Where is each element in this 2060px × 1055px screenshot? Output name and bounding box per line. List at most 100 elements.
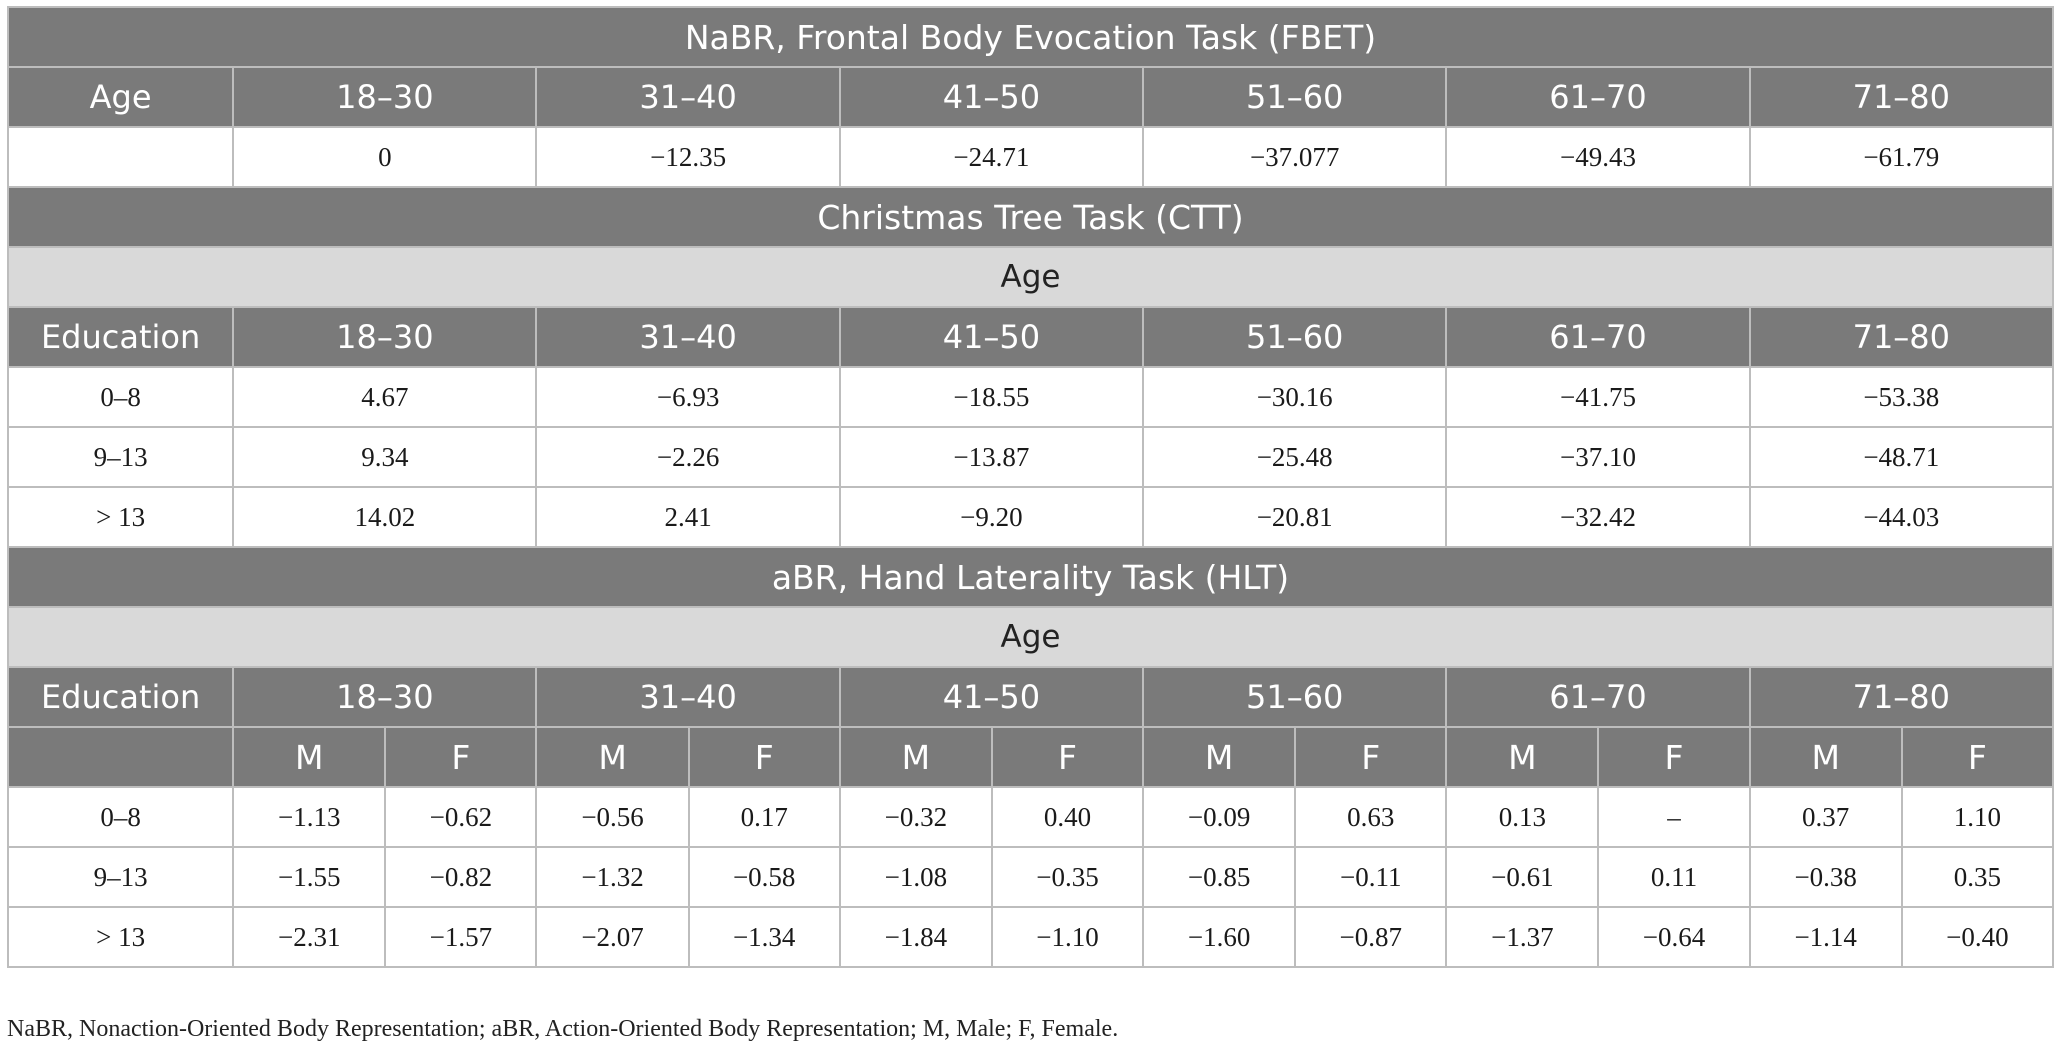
hlt-sex-male: M [232,726,387,788]
hlt-sex-row-label [6,726,235,788]
ctt-value-cell: −48.71 [1748,426,2055,488]
ctt-age-group: 31–40 [535,306,841,368]
hlt-value-cell: −1.14 [1748,906,1903,968]
hlt-age-group: 18–30 [232,666,538,728]
fbet-header-row: Age 18–30 31–40 41–50 51–60 61–70 71–80 [6,66,2055,128]
ctt-value-cell: −53.38 [1748,366,2055,428]
hlt-value-cell: −0.40 [1900,906,2055,968]
ctt-title-row: Christmas Tree Task (CTT) [7,186,2054,248]
hlt-age-group: 31–40 [535,666,841,728]
hlt-value-cell: −0.09 [1142,786,1297,848]
hlt-value-cell: −1.57 [384,906,538,968]
fbet-data-row: 0 −12.35 −24.71 −37.077 −49.43 −61.79 [6,126,2055,188]
hlt-value-cell: 0.35 [1900,846,2055,908]
ctt-value-cell: −20.81 [1142,486,1448,548]
fbet-age-group: 31–40 [535,66,841,128]
ctt-education-cell: > 13 [6,486,235,548]
hlt-sex-female: F [1900,726,2055,788]
ctt-age-group: 41–50 [838,306,1145,368]
fbet-value-cell: −37.077 [1142,126,1448,188]
ctt-age-group: 71–80 [1748,306,2055,368]
ctt-age-band: Age [7,246,2054,308]
hlt-value-cell: 0.11 [1597,846,1751,908]
hlt-value-cell: −2.31 [232,906,387,968]
normative-table: NaBR, Frontal Body Evocation Task (FBET)… [6,6,2055,968]
ctt-data-row: 9–13 9.34 −2.26 −13.87 −25.48 −37.10 −48.71 [6,426,2055,488]
hlt-value-cell: −1.60 [1142,906,1297,968]
ctt-value-cell: −6.93 [535,366,841,428]
hlt-value-cell: 0.40 [990,786,1145,848]
hlt-value-cell: −0.56 [535,786,690,848]
fbet-value-cell: −24.71 [838,126,1145,188]
fbet-age-group: 71–80 [1748,66,2055,128]
fbet-age-group: 51–60 [1142,66,1448,128]
hlt-sex-male: M [1748,726,1903,788]
hlt-value-cell: 0.17 [687,786,841,848]
hlt-age-band-row: Age [7,606,2054,668]
fbet-value-cell: −61.79 [1748,126,2055,188]
ctt-education-cell: 9–13 [6,426,235,488]
ctt-value-cell: −13.87 [838,426,1145,488]
hlt-value-cell: 0.13 [1445,786,1600,848]
fbet-age-group: 61–70 [1445,66,1751,128]
hlt-age-group: 71–80 [1748,666,2055,728]
fbet-age-group: 18–30 [232,66,538,128]
hlt-age-group: 61–70 [1445,666,1751,728]
hlt-value-cell: −0.35 [990,846,1145,908]
fbet-title: NaBR, Frontal Body Evocation Task (FBET) [7,6,2054,68]
hlt-age-group: 41–50 [838,666,1145,728]
fbet-value-cell: −49.43 [1445,126,1751,188]
ctt-value-cell: −32.42 [1445,486,1751,548]
hlt-data-row: > 13 −2.31 −1.57 −2.07 −1.34 −1.84 −1.10 −1.60−… [6,906,2055,968]
table-footnote: NaBR, Nonaction-Oriented Body Representa… [7,1016,1119,1042]
hlt-value-cell: −1.08 [838,846,993,908]
hlt-education-cell: 9–13 [6,846,235,908]
ctt-age-band-row: Age [7,246,2054,308]
fbet-age-label: Age [6,66,235,128]
hlt-sex-female: F [1597,726,1751,788]
hlt-title-row: aBR, Hand Laterality Task (HLT) [7,546,2054,608]
hlt-sex-female: F [384,726,538,788]
hlt-value-cell: −1.37 [1445,906,1600,968]
hlt-sex-female: F [1294,726,1448,788]
hlt-value-cell: −1.84 [838,906,993,968]
hlt-value-cell: −0.32 [838,786,993,848]
hlt-value-cell: −1.34 [687,906,841,968]
hlt-data-row: 0–8 −1.13 −0.62 −0.56 0.17 −0.32 0.40 −0.09 0.63… [6,786,2055,848]
fbet-age-group: 41–50 [838,66,1145,128]
ctt-value-cell: 2.41 [535,486,841,548]
ctt-value-cell: −30.16 [1142,366,1448,428]
fbet-row-label [6,126,235,188]
hlt-value-cell: −1.10 [990,906,1145,968]
hlt-value-cell: 0.37 [1748,786,1903,848]
hlt-value-cell: −0.58 [687,846,841,908]
ctt-value-cell: −18.55 [838,366,1145,428]
hlt-age-band: Age [7,606,2054,668]
hlt-education-label: Education [6,666,235,728]
hlt-data-row: 9–13 −1.55 −0.82 −1.32 −0.58 −1.08 −0.35 −0.85−… [6,846,2055,908]
hlt-header-row: Education 18–30 31–40 41–50 51–60 61–70 71–80 [6,666,2055,728]
ctt-education-cell: 0–8 [6,366,235,428]
hlt-value-cell: −0.82 [384,846,538,908]
fbet-value-cell: −12.35 [535,126,841,188]
ctt-age-group: 61–70 [1445,306,1751,368]
ctt-data-row: 0–8 4.67 −6.93 −18.55 −30.16 −41.75 −53.38 [6,366,2055,428]
hlt-sex-male: M [838,726,993,788]
ctt-age-group: 18–30 [232,306,538,368]
hlt-value-cell: – [1597,786,1751,848]
hlt-value-cell: 0.63 [1294,786,1448,848]
ctt-age-group: 51–60 [1142,306,1448,368]
ctt-value-cell: −44.03 [1748,486,2055,548]
ctt-value-cell: −9.20 [838,486,1145,548]
ctt-header-row: Education 18–30 31–40 41–50 51–60 61–70 71–80 [6,306,2055,368]
hlt-age-group: 51–60 [1142,666,1448,728]
hlt-education-cell: 0–8 [6,786,235,848]
hlt-value-cell: 1.10 [1900,786,2055,848]
hlt-value-cell: −0.87 [1294,906,1448,968]
ctt-value-cell: −41.75 [1445,366,1751,428]
fbet-value-cell: 0 [232,126,538,188]
ctt-value-cell: 14.02 [232,486,538,548]
hlt-value-cell: −0.64 [1597,906,1751,968]
hlt-value-cell: −0.61 [1445,846,1600,908]
hlt-value-cell: −0.85 [1142,846,1297,908]
